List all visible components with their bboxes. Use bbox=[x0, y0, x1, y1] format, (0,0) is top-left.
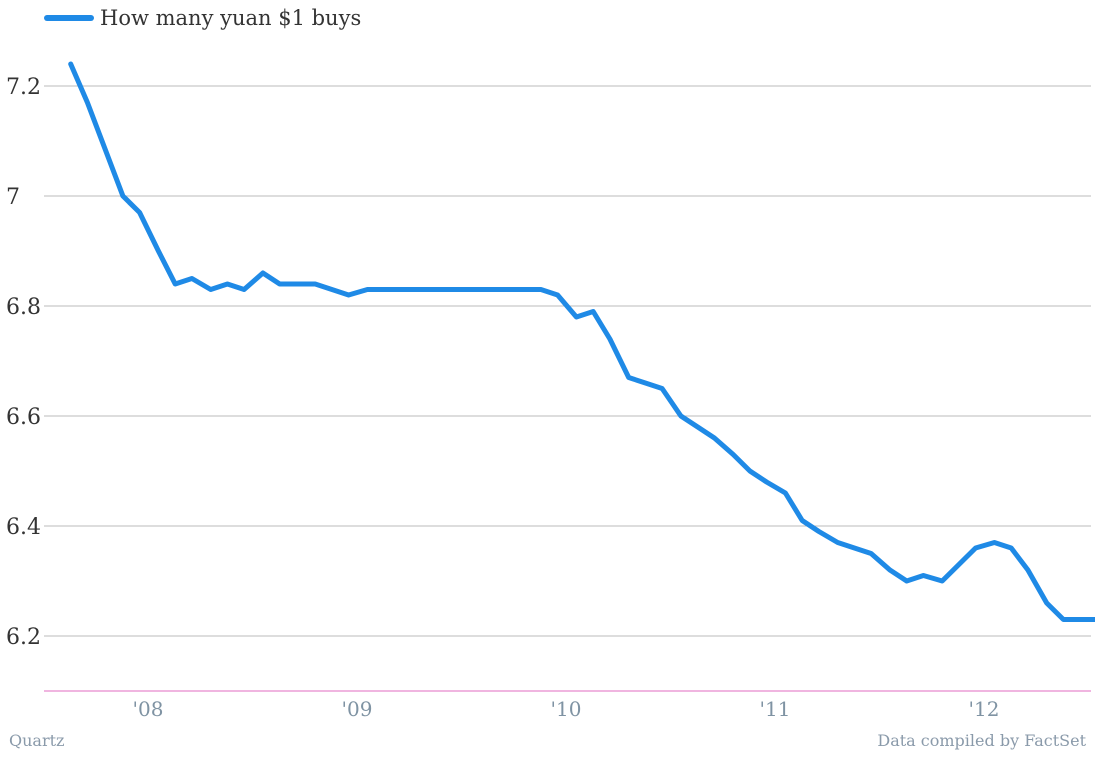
y-tick-label: 6.4 bbox=[6, 515, 41, 540]
x-tick-label: '08 bbox=[133, 697, 164, 721]
y-tick-label: 7.2 bbox=[6, 75, 41, 100]
source-credit-left: Quartz bbox=[9, 731, 65, 750]
x-axis-ticks: '08 '09 '10 '11 '12 bbox=[133, 697, 1000, 721]
x-tick-label: '11 bbox=[760, 697, 791, 721]
y-tick-label: 6.8 bbox=[6, 295, 41, 320]
y-tick-label: 6.2 bbox=[6, 625, 41, 650]
y-axis-ticks: 7.2 7 6.8 6.6 6.4 6.2 bbox=[6, 75, 41, 650]
series-line bbox=[68, 61, 1095, 622]
legend-swatch bbox=[44, 15, 94, 21]
x-tick-label: '10 bbox=[551, 697, 582, 721]
y-tick-label: 6.6 bbox=[6, 405, 41, 430]
series-layer bbox=[68, 61, 1095, 622]
y-tick-label: 7 bbox=[6, 185, 20, 210]
legend-label: How many yuan $1 buys bbox=[100, 6, 362, 30]
x-tick-label: '12 bbox=[969, 697, 1000, 721]
x-tick-label: '09 bbox=[342, 697, 373, 721]
gridlines bbox=[44, 85, 1091, 637]
legend: How many yuan $1 buys bbox=[44, 6, 361, 30]
source-credit-right: Data compiled by FactSet bbox=[877, 731, 1086, 750]
